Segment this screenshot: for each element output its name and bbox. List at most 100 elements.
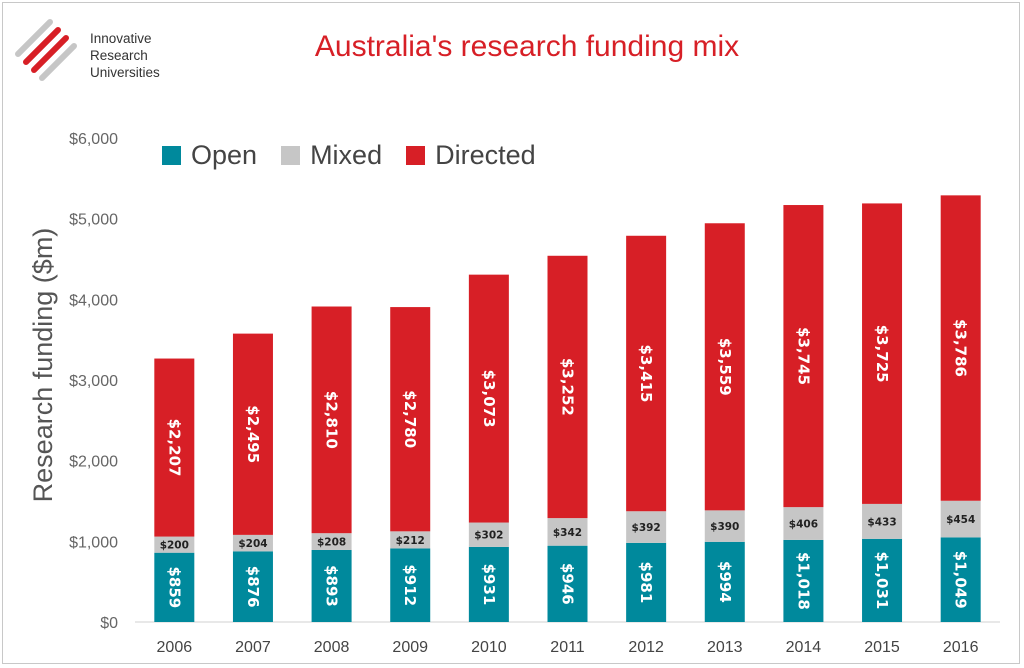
legend: Open Mixed Directed	[162, 140, 536, 171]
x-tick-label: 2007	[235, 639, 271, 656]
bar-segment-mixed	[311, 533, 352, 550]
x-tick-label: 2012	[628, 639, 664, 656]
bar-segment-mixed	[390, 531, 431, 549]
x-tick-label: 2008	[314, 639, 350, 656]
logo-stripes-icon	[15, 19, 77, 81]
data-label-open: $859	[165, 566, 183, 608]
logo-line: Research	[90, 48, 148, 63]
data-label-mixed: $302	[474, 530, 503, 542]
data-label-mixed: $390	[710, 521, 739, 533]
bar-segment-mixed	[704, 510, 745, 542]
x-tick-label: 2006	[157, 639, 193, 656]
bar-segment-directed	[468, 274, 509, 523]
data-label-open: $1,031	[873, 551, 891, 609]
logo-text: Innovative Research Universities	[90, 30, 160, 81]
x-tick-label: 2016	[943, 639, 979, 656]
data-label-mixed: $204	[238, 538, 267, 550]
bar-segment-open	[626, 542, 667, 622]
data-label-open: $1,018	[794, 552, 812, 610]
legend-swatch-directed	[406, 146, 426, 165]
y-tick-label: $6,000	[69, 131, 118, 148]
data-label-open: $931	[480, 564, 498, 606]
x-tick-label: 2011	[550, 639, 585, 656]
bar-segment-mixed	[862, 503, 903, 539]
bar-segment-directed	[154, 358, 195, 537]
data-label-directed: $2,810	[323, 391, 341, 449]
data-label-mixed: $454	[946, 514, 975, 526]
y-tick-label: $2,000	[69, 454, 118, 471]
legend-item-open: Open	[162, 140, 257, 171]
x-tick-label: 2014	[786, 639, 822, 656]
y-tick-label: $1,000	[69, 534, 118, 551]
bar-segment-directed	[311, 306, 352, 534]
data-label-directed: $3,725	[873, 325, 891, 383]
x-tick-label: 2013	[707, 639, 743, 656]
chart-title: Australia's research funding mix	[314, 30, 740, 63]
data-label-open: $981	[637, 562, 655, 604]
bar-segment-mixed	[940, 500, 981, 538]
bar-segment-open	[390, 548, 431, 622]
bar-segment-open	[783, 539, 824, 622]
data-label-mixed: $342	[553, 527, 582, 539]
bar-segment-directed	[704, 223, 745, 511]
bar-segment-open	[547, 545, 588, 622]
bar-segment-open	[468, 546, 509, 622]
data-label-directed: $2,495	[244, 405, 262, 463]
legend-label-directed: Directed	[435, 140, 536, 170]
legend-label-mixed: Mixed	[310, 140, 383, 170]
data-label-open: $1,049	[952, 551, 970, 609]
logo-line: Universities	[90, 65, 160, 80]
bar-segment-directed	[232, 333, 273, 535]
x-tick-label: 2010	[471, 639, 507, 656]
data-label-mixed: $200	[160, 540, 189, 552]
legend-swatch-open	[162, 146, 181, 165]
data-label-open: $912	[401, 564, 419, 606]
bar-segment-directed	[390, 307, 431, 532]
legend-swatch-mixed	[281, 146, 301, 165]
data-label-directed: $3,073	[480, 370, 498, 428]
data-label-mixed: $406	[789, 519, 818, 531]
bar-segment-directed	[940, 195, 981, 501]
data-label-open: $994	[716, 561, 734, 603]
data-label-open: $893	[323, 565, 341, 607]
y-tick-label: $5,000	[69, 212, 118, 229]
bar-segment-open	[154, 552, 195, 622]
x-tick-label: 2015	[864, 639, 900, 656]
logo-line: Innovative	[90, 31, 152, 46]
data-label-directed: $3,415	[637, 345, 655, 403]
bar-segment-directed	[626, 235, 667, 512]
bar-segment-open	[704, 541, 745, 622]
data-label-directed: $3,559	[716, 338, 734, 396]
bar-segment-mixed	[232, 534, 273, 552]
data-label-open: $946	[559, 563, 577, 605]
data-label-directed: $3,745	[794, 327, 812, 385]
data-label-open: $876	[244, 566, 262, 608]
bar-segment-directed	[862, 203, 903, 504]
data-label-mixed: $208	[317, 537, 346, 549]
bar-segment-mixed	[154, 536, 195, 553]
legend-item-mixed: Mixed	[281, 140, 382, 171]
bar-segment-mixed	[547, 518, 588, 546]
bar-segment-directed	[547, 255, 588, 519]
bar-segment-open	[311, 549, 352, 622]
bar-segment-mixed	[626, 511, 667, 543]
bar-segment-mixed	[783, 507, 824, 540]
legend-label-open: Open	[191, 140, 258, 170]
data-label-mixed: $392	[632, 522, 661, 534]
x-tick-label: 2009	[392, 639, 428, 656]
bar-segment-open	[232, 551, 273, 622]
data-label-directed: $3,252	[559, 358, 577, 416]
data-label-directed: $3,786	[952, 319, 970, 377]
bar-segment-open	[940, 537, 981, 622]
y-tick-label: $4,000	[69, 292, 118, 309]
bar-segment-mixed	[468, 522, 509, 547]
bar-segment-open	[862, 538, 903, 622]
data-label-mixed: $433	[867, 516, 896, 528]
logo: Innovative Research Universities	[14, 14, 184, 84]
bar-segment-directed	[783, 205, 824, 508]
data-label-directed: $2,780	[401, 390, 419, 448]
legend-item-directed: Directed	[406, 140, 536, 171]
data-label-mixed: $212	[396, 535, 425, 547]
